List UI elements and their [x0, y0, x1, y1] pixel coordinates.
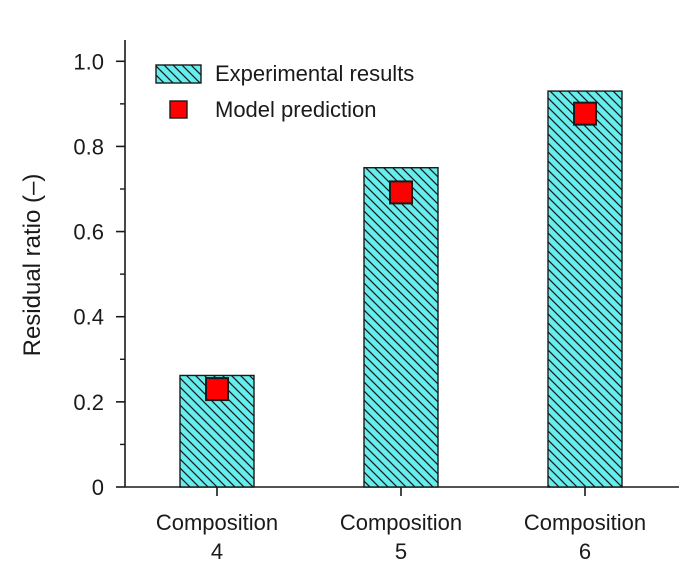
marker-model-prediction — [205, 377, 229, 402]
legend: Experimental results Model prediction — [155, 61, 414, 122]
y-tick-label: 0.6 — [73, 220, 104, 245]
markers-series — [205, 101, 597, 402]
y-tick-label: 1.0 — [73, 49, 104, 74]
y-tick-label: 0.2 — [73, 390, 104, 415]
legend-swatch-model — [169, 100, 188, 119]
bar-experimental — [179, 374, 255, 488]
bars-series — [179, 90, 623, 488]
x-tick-label: Composition 4 — [156, 510, 278, 564]
legend-swatch-experimental — [155, 64, 202, 84]
x-ticks: Composition 4 Composition 5 Composition 6 — [156, 487, 646, 564]
y-tick-label: 0.8 — [73, 134, 104, 159]
y-tick-label: 0.4 — [73, 305, 104, 330]
y-axis-title: Residual ratio (–) — [19, 174, 46, 357]
marker-model-prediction — [389, 180, 413, 205]
legend-label-experimental: Experimental results — [215, 61, 414, 86]
x-tick-label: Composition 5 — [340, 510, 462, 564]
legend-label-model: Model prediction — [215, 97, 376, 122]
x-axis: Composition 4 Composition 5 Composition 6 — [125, 486, 679, 564]
bar-experimental — [363, 167, 439, 488]
y-tick-label: 0 — [92, 475, 104, 500]
y-axis: 0 0.2 0.4 0.6 0.8 1.0 Residual ratio (–) — [19, 40, 126, 500]
y-ticks: 0 0.2 0.4 0.6 0.8 1.0 — [73, 49, 125, 500]
x-tick-label: Composition 6 — [524, 510, 646, 564]
bar-experimental — [547, 90, 623, 488]
marker-model-prediction — [573, 101, 597, 126]
